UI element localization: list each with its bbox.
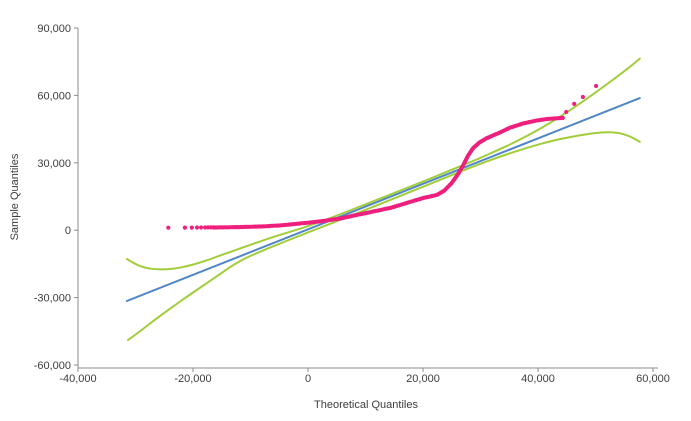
sample-point-dot: [189, 225, 194, 230]
y-tick-label: -60,000: [34, 360, 71, 372]
x-tick-label: -20,000: [174, 373, 211, 385]
x-tick-label: 60,000: [636, 373, 670, 385]
sample-point-dot: [199, 225, 204, 230]
sample-point-dot: [594, 83, 599, 89]
y-tick-label: 60,000: [37, 90, 71, 102]
x-tick-label: 20,000: [406, 373, 440, 385]
sample-point-dot: [560, 115, 565, 120]
x-tick-label: 0: [305, 373, 311, 385]
sample-point-dot: [194, 225, 200, 230]
sample-point-dot: [166, 225, 171, 230]
sample-point-dot: [205, 225, 210, 230]
sample-point-dot: [182, 225, 187, 230]
y-tick-label: 0: [65, 225, 71, 237]
x-axis-title: Theoretical Quantiles: [314, 399, 418, 411]
sample-point-dot: [572, 101, 577, 106]
sample-points: [166, 83, 599, 230]
y-tick-label: 90,000: [37, 23, 71, 35]
sample-point-dot: [211, 225, 216, 230]
y-tick-label: -30,000: [34, 293, 71, 305]
fit-line: [125, 97, 641, 302]
sample-point-dot: [580, 94, 586, 100]
x-tick-label: 40,000: [521, 373, 555, 385]
y-axis-title: Sample Quantiles: [9, 153, 21, 241]
upper-confidence-curve: [125, 57, 641, 271]
lower-confidence-curve: [127, 131, 641, 342]
x-tick-label: -40,000: [59, 373, 96, 385]
y-tick-label: 30,000: [37, 158, 71, 170]
sample-point-dot: [564, 109, 569, 115]
